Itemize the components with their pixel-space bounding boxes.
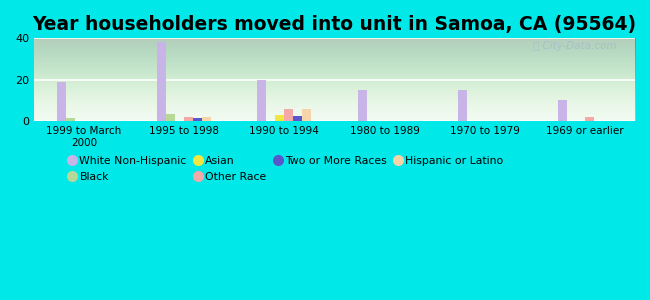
Bar xyxy=(285,109,293,121)
Bar xyxy=(166,114,176,121)
Bar xyxy=(257,80,266,121)
Bar xyxy=(202,117,211,121)
Bar xyxy=(66,118,75,121)
Legend: White Non-Hispanic, Black, Asian, Other Race, Two or More Races, Hispanic or Lat: White Non-Hispanic, Black, Asian, Other … xyxy=(66,151,508,187)
Bar xyxy=(57,82,66,121)
Text: ⓘ City-Data.com: ⓘ City-Data.com xyxy=(534,41,617,51)
Bar xyxy=(157,43,166,121)
Bar xyxy=(302,109,311,121)
Title: Year householders moved into unit in Samoa, CA (95564): Year householders moved into unit in Sam… xyxy=(32,15,636,34)
Bar xyxy=(358,90,367,121)
Bar xyxy=(585,117,594,121)
Bar xyxy=(276,115,285,121)
Bar xyxy=(193,118,202,121)
Bar xyxy=(293,116,302,121)
Bar xyxy=(184,117,193,121)
Bar xyxy=(458,90,467,121)
Bar xyxy=(558,100,567,121)
